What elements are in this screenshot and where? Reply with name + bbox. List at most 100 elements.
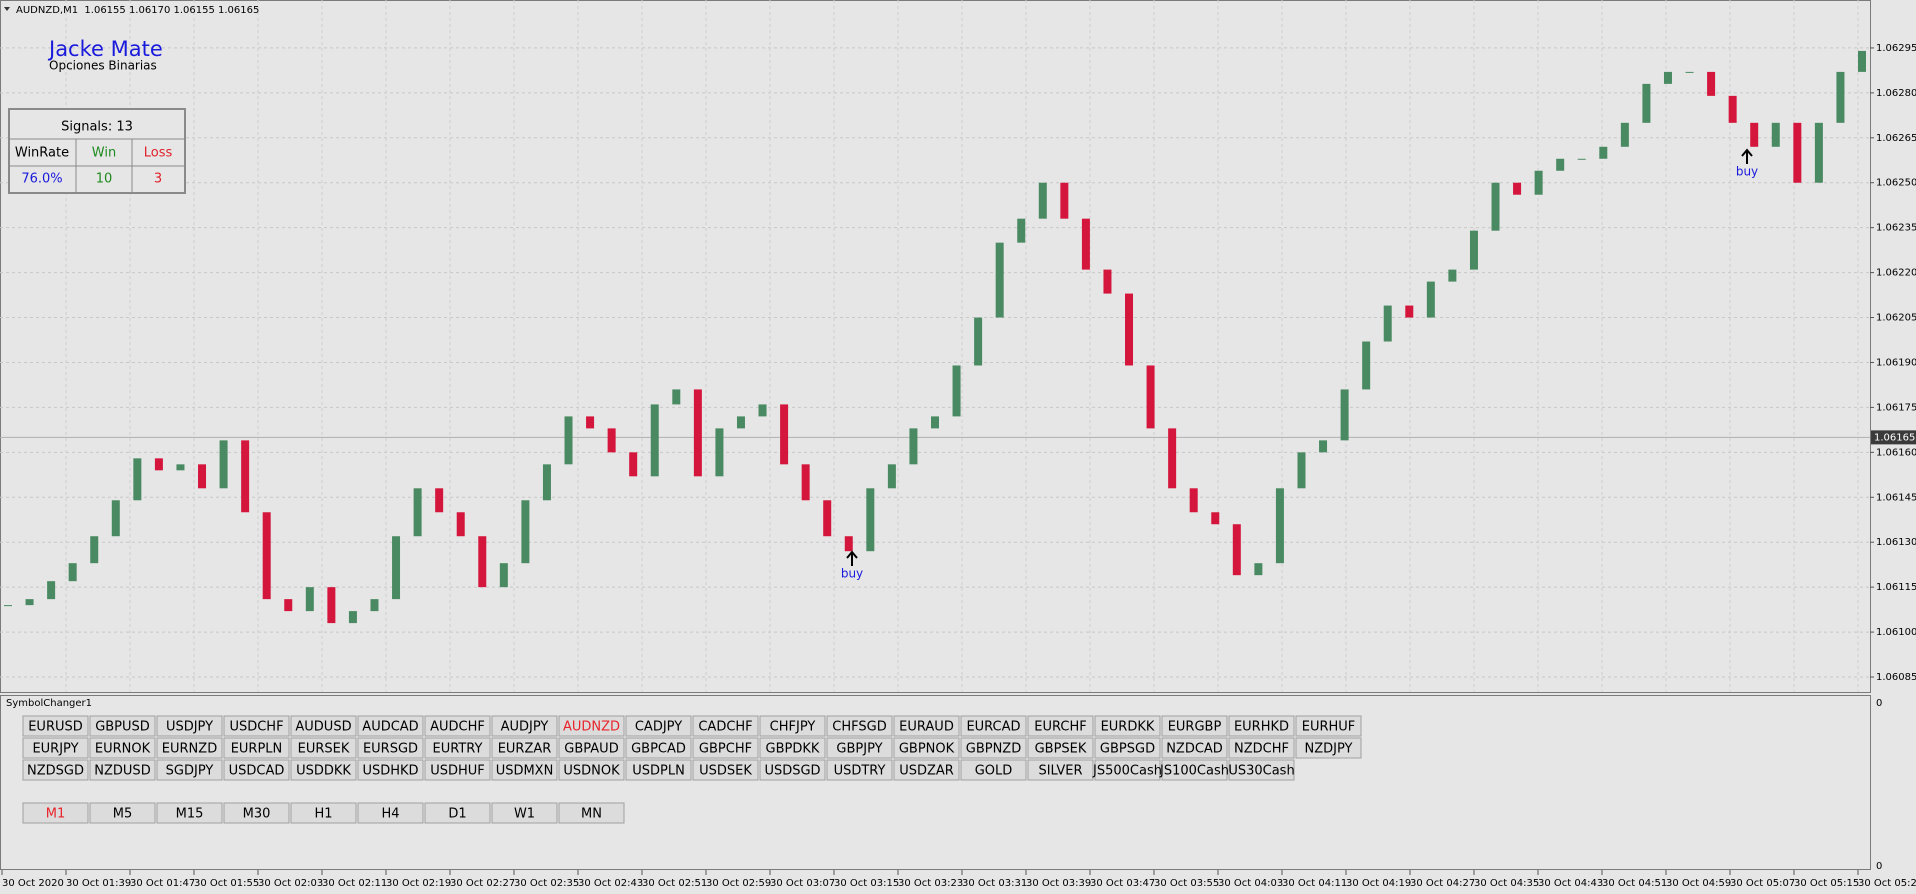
symbol-button[interactable]: NZDCAD	[1161, 737, 1228, 759]
symbol-button[interactable]: GBPUSD	[89, 715, 156, 737]
button-label[interactable]: H4	[381, 807, 399, 822]
button-label[interactable]: EURSGD	[363, 742, 418, 757]
button-face[interactable]	[424, 802, 491, 824]
button-face[interactable]	[1161, 715, 1228, 737]
button-face[interactable]	[1228, 715, 1295, 737]
symbol-button[interactable]: USDMXN	[491, 759, 558, 781]
symbol-button[interactable]: NZDUSD	[89, 759, 156, 781]
button-face[interactable]	[759, 715, 826, 737]
button-face[interactable]	[558, 802, 625, 824]
button-face[interactable]	[424, 737, 491, 759]
symbol-button[interactable]: CHFSGD	[826, 715, 893, 737]
button-face[interactable]	[960, 737, 1027, 759]
button-label[interactable]: USDNOK	[563, 764, 620, 779]
button-face[interactable]	[156, 737, 223, 759]
button-label[interactable]: CHFJPY	[770, 720, 816, 735]
symbol-button[interactable]: USDCHF	[223, 715, 290, 737]
menu-arrow[interactable]	[4, 7, 10, 11]
button-face[interactable]	[1094, 715, 1161, 737]
timeframe-button[interactable]: M30	[223, 802, 290, 824]
button-label[interactable]: GBPCAD	[631, 742, 686, 757]
button-label[interactable]: USDMXN	[496, 764, 554, 779]
button-face[interactable]	[424, 759, 491, 781]
button-label[interactable]: MN	[581, 807, 602, 822]
symbol-button[interactable]: EURZAR	[491, 737, 558, 759]
symbol-button[interactable]: EURNZD	[156, 737, 223, 759]
symbol-button[interactable]: JS500Cash	[1092, 759, 1162, 781]
button-label[interactable]: EURPLN	[231, 742, 283, 757]
symbol-button[interactable]: USDSEK	[692, 759, 759, 781]
button-face[interactable]	[89, 737, 156, 759]
symbol-button[interactable]: AUDNZD	[558, 715, 625, 737]
button-label[interactable]: GBPSEK	[1035, 742, 1087, 757]
button-face[interactable]	[893, 737, 960, 759]
button-face[interactable]	[826, 737, 893, 759]
button-label[interactable]: EURTRY	[433, 742, 483, 757]
button-label[interactable]: SGDJPY	[166, 764, 214, 779]
button-face[interactable]	[759, 737, 826, 759]
button-label[interactable]: EURNZD	[162, 742, 217, 757]
button-face[interactable]	[22, 737, 89, 759]
button-label[interactable]: USDHKD	[362, 764, 418, 779]
symbol-button[interactable]: NZDSGD	[22, 759, 89, 781]
button-label[interactable]: NZDSGD	[27, 764, 84, 779]
button-label[interactable]: NZDJPY	[1305, 742, 1353, 757]
button-label[interactable]: USDTRY	[834, 764, 886, 779]
button-face[interactable]	[893, 715, 960, 737]
button-label[interactable]: EURNOK	[95, 742, 151, 757]
button-face[interactable]	[491, 737, 558, 759]
button-face[interactable]	[89, 802, 156, 824]
button-label[interactable]: EURUSD	[28, 720, 83, 735]
button-face[interactable]	[223, 737, 290, 759]
button-face[interactable]	[357, 802, 424, 824]
button-label[interactable]: USDHUF	[430, 764, 485, 779]
symbol-button[interactable]: EURNOK	[89, 737, 156, 759]
button-label[interactable]: D1	[448, 807, 466, 822]
symbol-button[interactable]: GBPAUD	[558, 737, 625, 759]
button-face[interactable]	[826, 759, 893, 781]
button-face[interactable]	[826, 715, 893, 737]
button-label[interactable]: USDPLN	[632, 764, 685, 779]
button-face[interactable]	[1161, 737, 1228, 759]
button-label[interactable]: GBPNZD	[966, 742, 1021, 757]
button-face[interactable]	[1027, 737, 1094, 759]
button-face[interactable]	[759, 759, 826, 781]
button-label[interactable]: EURGBP	[1168, 720, 1222, 735]
symbol-button[interactable]: AUDUSD	[290, 715, 357, 737]
button-label[interactable]: EURCHF	[1034, 720, 1086, 735]
button-label[interactable]: M5	[113, 807, 133, 822]
button-label[interactable]: M1	[46, 807, 66, 822]
button-label[interactable]: JS500Cash	[1092, 764, 1162, 779]
button-label[interactable]: EURAUD	[899, 720, 954, 735]
button-face[interactable]	[290, 737, 357, 759]
button-face[interactable]	[22, 715, 89, 737]
timeframe-button[interactable]: MN	[558, 802, 625, 824]
button-face[interactable]	[357, 737, 424, 759]
symbol-button[interactable]: AUDCHF	[424, 715, 491, 737]
symbol-button[interactable]: USDHUF	[424, 759, 491, 781]
symbol-button[interactable]: SGDJPY	[156, 759, 223, 781]
symbol-button[interactable]: NZDJPY	[1295, 737, 1362, 759]
timeframe-button[interactable]: M15	[156, 802, 223, 824]
button-face[interactable]	[22, 802, 89, 824]
button-face[interactable]	[625, 715, 692, 737]
button-face[interactable]	[1228, 759, 1295, 781]
symbol-button[interactable]: EURTRY	[424, 737, 491, 759]
button-label[interactable]: NZDCHF	[1234, 742, 1289, 757]
symbol-button[interactable]: EURDKK	[1094, 715, 1161, 737]
button-label[interactable]: CHFSGD	[832, 720, 886, 735]
button-face[interactable]	[625, 737, 692, 759]
button-label[interactable]: W1	[514, 807, 535, 822]
button-face[interactable]	[357, 759, 424, 781]
symbol-button[interactable]: JS100Cash	[1159, 759, 1229, 781]
button-label[interactable]: AUDJPY	[501, 720, 549, 735]
button-face[interactable]	[1228, 737, 1295, 759]
button-label[interactable]: USDJPY	[166, 720, 213, 735]
button-face[interactable]	[558, 715, 625, 737]
button-face[interactable]	[960, 759, 1027, 781]
button-label[interactable]: GBPNOK	[899, 742, 955, 757]
button-label[interactable]: USDCHF	[229, 720, 283, 735]
symbol-button[interactable]: AUDCAD	[357, 715, 424, 737]
symbol-button[interactable]: EURSEK	[290, 737, 357, 759]
button-face[interactable]	[1295, 737, 1362, 759]
